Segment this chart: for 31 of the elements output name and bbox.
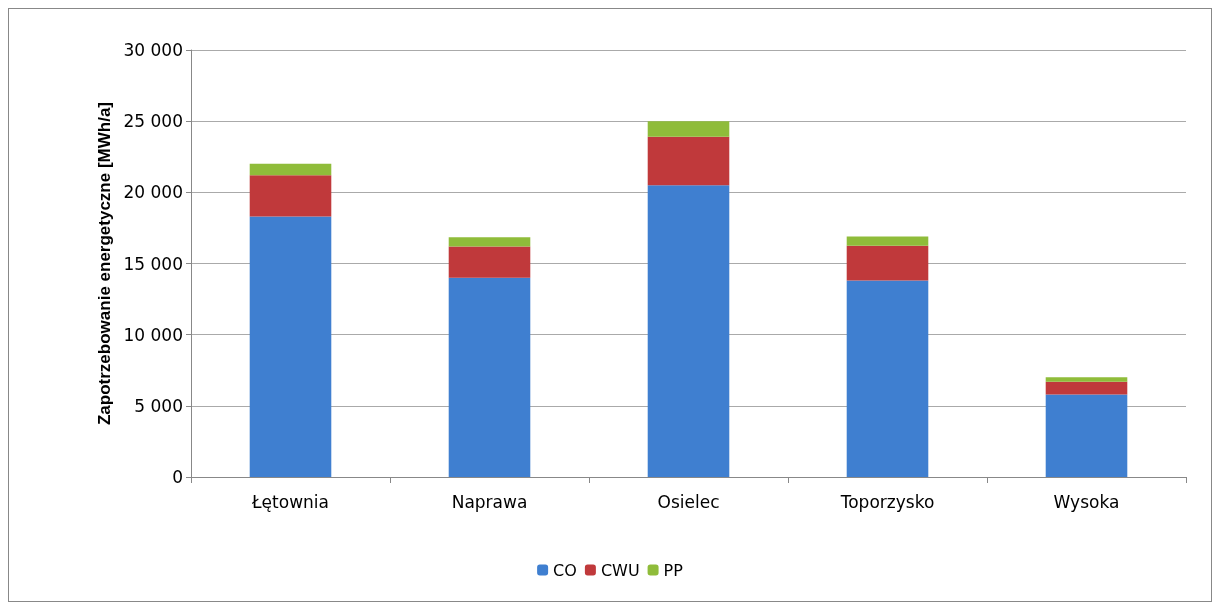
bar xyxy=(846,236,929,246)
y-tick-label: 15 000 xyxy=(123,253,183,274)
bar xyxy=(1045,377,1128,382)
y-tick-label: 30 000 xyxy=(123,40,183,60)
y-tick-label: 5 000 xyxy=(134,395,183,416)
bar xyxy=(647,185,730,477)
x-tick-label: Wysoka xyxy=(1053,491,1120,512)
x-tick-label: Osielec xyxy=(657,491,720,512)
x-tick-label: Toporzysko xyxy=(839,491,935,512)
y-tick-label: 10 000 xyxy=(123,324,183,345)
y-tick-label: 20 000 xyxy=(123,182,183,203)
bar xyxy=(249,175,332,217)
bar xyxy=(249,163,332,176)
bar xyxy=(647,136,730,186)
bar xyxy=(448,246,531,278)
bar xyxy=(249,216,332,477)
y-axis-title: Zapotrzebowanie energetyczne [MWh/a] xyxy=(94,101,114,426)
bar xyxy=(647,121,730,137)
legend-label: CWU xyxy=(600,560,640,580)
y-tick-label: 25 000 xyxy=(123,111,183,132)
legend-label: CO xyxy=(553,560,577,580)
x-tick-label: Łętownia xyxy=(251,491,329,512)
bar xyxy=(448,277,531,477)
legend-label: PP xyxy=(663,560,684,580)
bar xyxy=(1045,394,1128,477)
bar xyxy=(846,245,929,281)
y-tick-label: 0 xyxy=(172,467,183,487)
bar xyxy=(846,280,929,477)
x-tick-label: Naprawa xyxy=(451,491,528,512)
bar xyxy=(1045,381,1128,395)
bar xyxy=(448,237,531,247)
